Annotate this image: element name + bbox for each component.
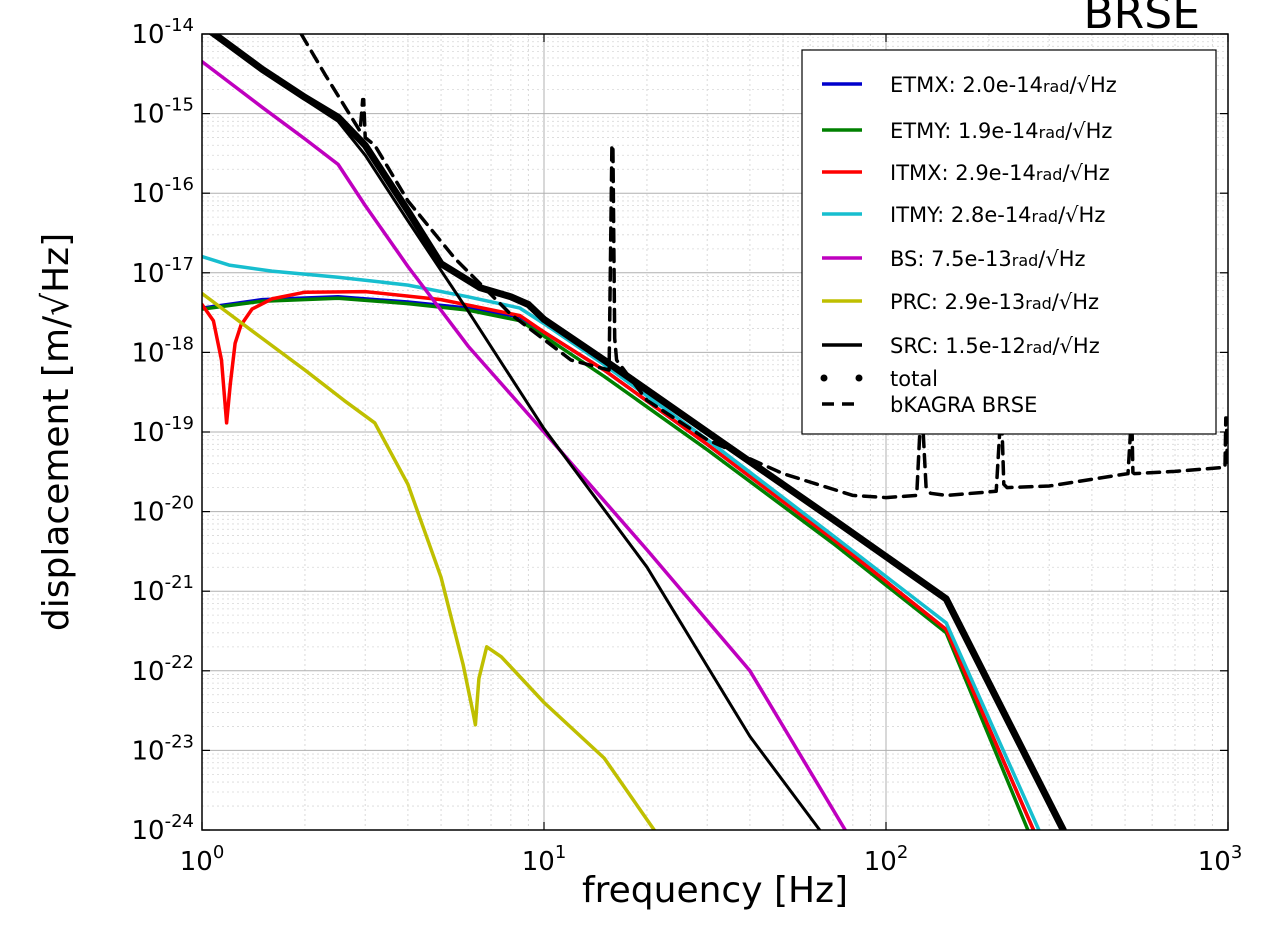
- legend-entry-label: SRC: 1.5e-12rad/√Hz: [890, 334, 1100, 358]
- legend-entry-label: ITMY: 2.8e-14rad/√Hz: [890, 203, 1105, 227]
- legend-entry-label: BS: 7.5e-13rad/√Hz: [890, 247, 1086, 271]
- tick-layer: 100 101 102 103 10-14 10-15 10-16 10-17 10-18 10-…: [132, 15, 1243, 877]
- y-tick-label: 10-16: [132, 174, 195, 209]
- legend-box: [801, 49, 1217, 435]
- legend-entry-label: ITMX: 2.9e-14rad/√Hz: [890, 161, 1110, 185]
- y-tick-label: 10-23: [132, 731, 195, 766]
- x-axis-title: frequency [Hz]: [582, 870, 848, 911]
- legend-entry-label: PRC: 2.9e-13rad/√Hz: [890, 290, 1099, 314]
- y-tick-label: 10-24: [132, 811, 195, 846]
- legend: ETMX: 2.0e-14rad/√Hz ETMY: 1.9e-14rad/√Hz…: [801, 49, 1217, 435]
- legend-swatch: [820, 374, 828, 382]
- legend-entry-label: ETMX: 2.0e-14rad/√Hz: [890, 73, 1117, 97]
- x-tick-label: 101: [522, 842, 567, 877]
- y-tick-label: 10-18: [132, 333, 195, 368]
- y-tick-label: 10-19: [132, 413, 195, 448]
- legend-entry-label: bKAGRA BRSE: [890, 393, 1037, 417]
- chart-title: BRSE: [1084, 0, 1201, 39]
- series-line-itmy: [202, 254, 1041, 830]
- series-line-total: [208, 34, 1067, 830]
- series-line-bs: [202, 59, 847, 830]
- y-tick-label: 10-14: [132, 15, 195, 50]
- y-tick-label: 10-17: [132, 254, 195, 289]
- series-line-bkagra-brse: [299, 34, 1228, 500]
- legend-swatch: [855, 374, 863, 382]
- y-axis-title: displacement [m/√Hz]: [36, 233, 77, 631]
- y-tick-label: 10-22: [132, 652, 195, 687]
- y-tick-label: 10-15: [132, 95, 195, 130]
- x-tick-label: 103: [1198, 842, 1243, 877]
- x-tick-label: 102: [864, 842, 909, 877]
- series-layer: [202, 34, 1228, 830]
- legend-entry-label: total: [890, 367, 938, 391]
- y-tick-label: 10-20: [132, 493, 195, 528]
- series-line-itmx: [202, 289, 1036, 830]
- x-tick-label: 100: [180, 842, 225, 877]
- legend-entry-label: ETMY: 1.9e-14rad/√Hz: [890, 119, 1112, 143]
- series-line-prc: [202, 291, 656, 830]
- y-tick-label: 10-21: [132, 572, 195, 607]
